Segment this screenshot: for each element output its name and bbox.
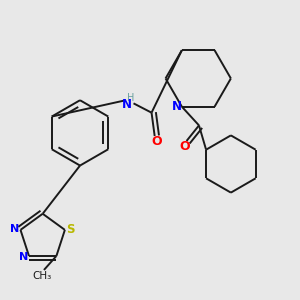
Text: O: O — [179, 140, 190, 153]
Text: N: N — [10, 224, 20, 234]
Text: N: N — [122, 98, 132, 111]
Text: S: S — [66, 223, 74, 236]
Text: N: N — [19, 252, 28, 262]
Text: H: H — [127, 93, 134, 103]
Text: CH₃: CH₃ — [33, 271, 52, 281]
Text: N: N — [172, 100, 182, 113]
Text: O: O — [151, 135, 161, 148]
